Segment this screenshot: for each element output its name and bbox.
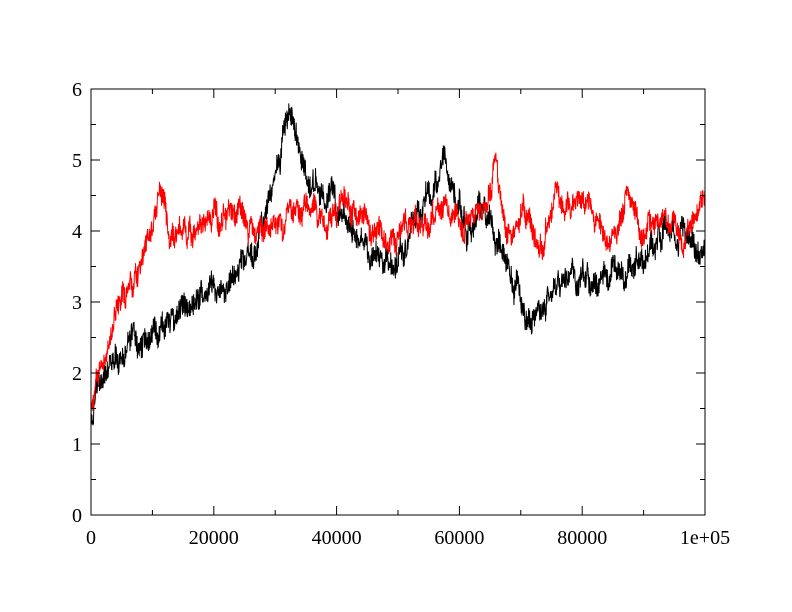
x-tick-label: 80000	[557, 527, 607, 549]
x-tick-label: 60000	[434, 527, 484, 549]
y-tick-label: 3	[72, 292, 82, 314]
y-tick-label: 1	[72, 434, 82, 456]
black-series-line	[90, 103, 706, 426]
x-tick-label: 40000	[312, 527, 362, 549]
y-tick-label: 4	[72, 221, 82, 243]
y-tick-label: 5	[72, 150, 82, 172]
y-tick-label: 2	[72, 363, 82, 385]
y-tick-label: 6	[72, 79, 82, 101]
x-tick-label: 20000	[189, 527, 239, 549]
x-tick-label: 1e+05	[680, 527, 730, 549]
x-tick-label: 0	[86, 527, 96, 549]
y-tick-label: 0	[72, 505, 82, 527]
red-series-line	[90, 152, 706, 414]
